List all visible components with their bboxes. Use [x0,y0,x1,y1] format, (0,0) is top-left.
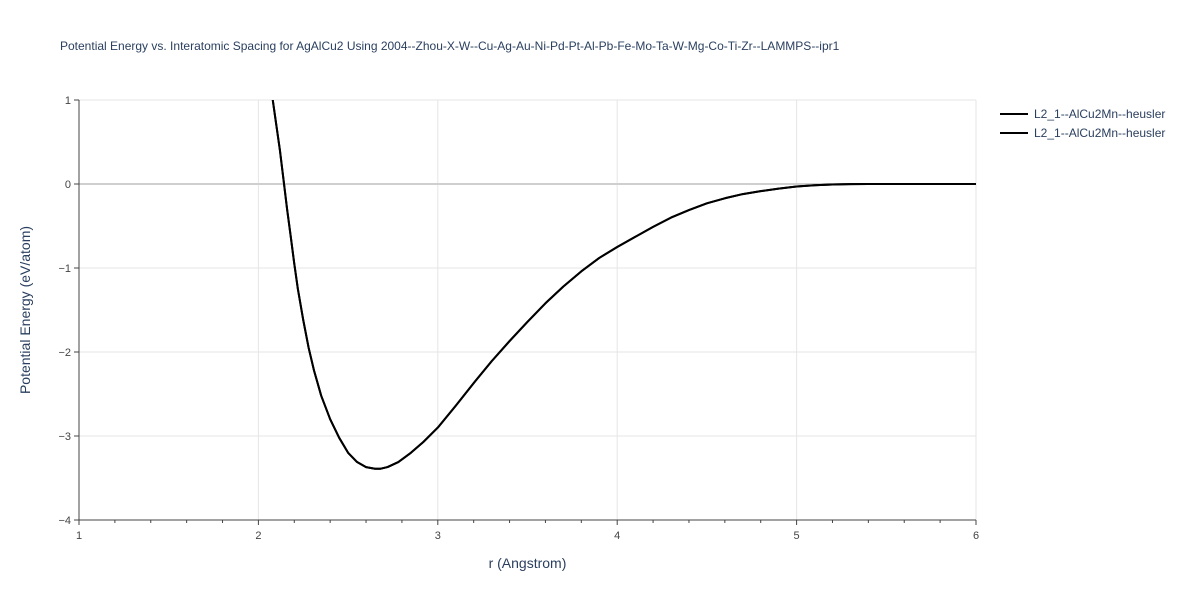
x-tick-label: 1 [76,530,82,542]
y-tick-labels: 1 0 −1 −2 −3 −4 [58,95,71,527]
plot-area [79,100,976,520]
y-axis-label: Potential Energy (eV/atom) [17,226,33,394]
legend-item-1[interactable]: L2_1--AlCu2Mn--heusler [1000,107,1165,121]
y-tick-label: −2 [58,347,71,359]
y-tick-label: −1 [58,263,71,275]
grid [79,99,977,520]
y-tick-label: 0 [65,179,71,191]
legend-label: L2_1--AlCu2Mn--heusler [1034,126,1165,140]
y-tick-label: −3 [58,431,71,443]
legend-item-2[interactable]: L2_1--AlCu2Mn--heusler [1000,126,1165,140]
x-axis-label: r (Angstrom) [489,555,567,571]
legend-label: L2_1--AlCu2Mn--heusler [1034,107,1165,121]
series-layer [271,100,976,470]
chart-title: Potential Energy vs. Interatomic Spacing… [60,39,840,53]
y-tick-label: −4 [58,515,71,527]
x-tick-labels: 1 2 3 4 5 6 [76,530,979,542]
legend[interactable]: L2_1--AlCu2Mn--heusler L2_1--AlCu2Mn--heu… [1000,107,1165,140]
series-line-2 [271,100,976,470]
x-tick-label: 5 [794,530,800,542]
x-tick-label: 2 [255,530,261,542]
y-tick-label: 1 [65,95,71,107]
x-tick-label: 4 [614,530,620,542]
x-tick-label: 6 [973,530,979,542]
x-tick-label: 3 [435,530,441,542]
axes [74,99,977,525]
